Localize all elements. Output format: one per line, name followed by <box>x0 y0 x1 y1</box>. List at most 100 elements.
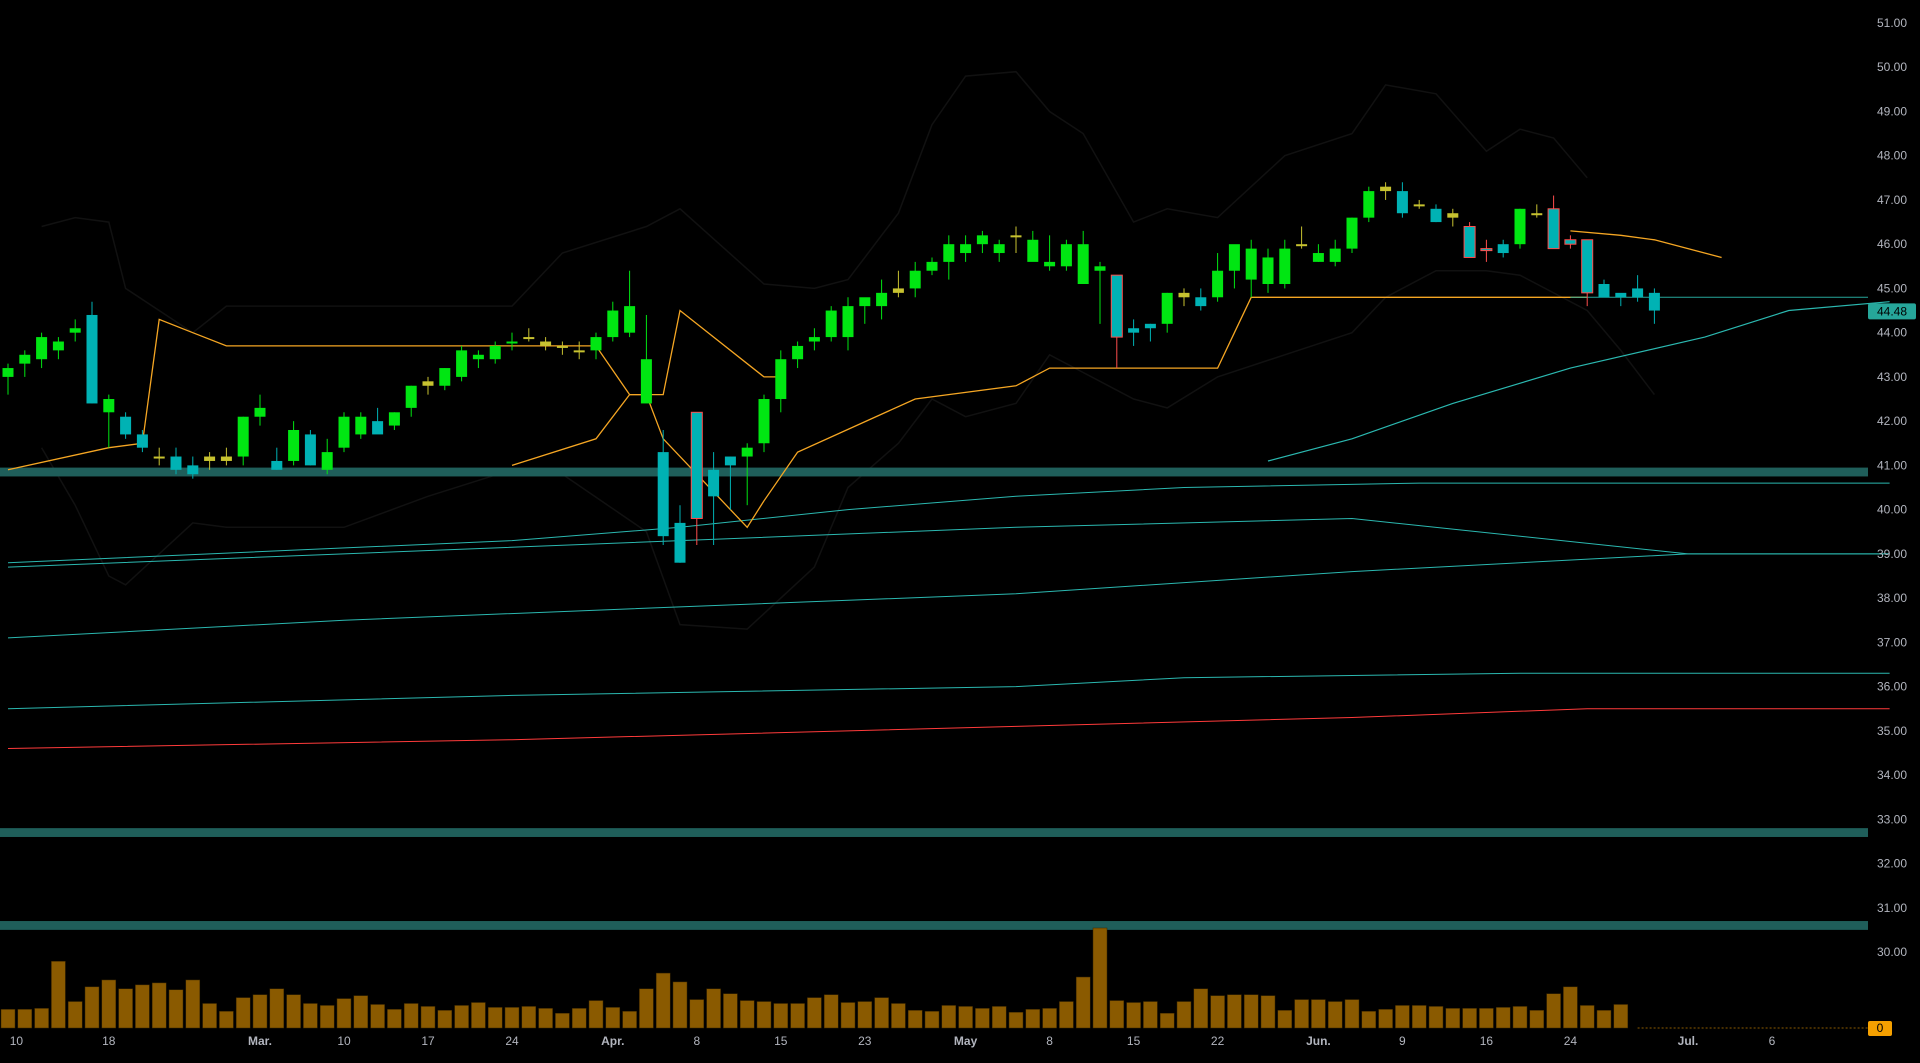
candle[interactable] <box>909 261 921 298</box>
candle[interactable] <box>1598 279 1610 298</box>
candle[interactable] <box>506 332 518 351</box>
candle[interactable] <box>1312 244 1324 262</box>
candle[interactable] <box>456 345 468 382</box>
candle[interactable] <box>1128 319 1140 346</box>
candle[interactable] <box>690 411 703 546</box>
candle[interactable] <box>204 452 216 470</box>
candle[interactable] <box>388 412 400 430</box>
candle[interactable] <box>1581 239 1594 307</box>
candle[interactable] <box>1094 261 1106 324</box>
candle[interactable] <box>976 230 988 254</box>
candle[interactable] <box>607 301 619 342</box>
candle[interactable] <box>187 456 199 479</box>
candle[interactable] <box>355 412 367 439</box>
candle[interactable] <box>523 328 535 342</box>
candle[interactable] <box>321 438 333 475</box>
candle[interactable] <box>439 368 451 391</box>
candle[interactable] <box>943 235 955 280</box>
candle[interactable] <box>1060 239 1072 271</box>
candle[interactable] <box>540 337 552 351</box>
candle[interactable] <box>842 297 854 351</box>
candle[interactable] <box>304 429 316 466</box>
candle[interactable] <box>422 376 434 395</box>
candle[interactable] <box>86 301 98 404</box>
candle[interactable] <box>1195 288 1207 311</box>
candle[interactable] <box>1564 235 1577 249</box>
candle[interactable] <box>1380 182 1392 200</box>
candle[interactable] <box>1430 204 1442 223</box>
candle[interactable] <box>1648 288 1660 324</box>
candle[interactable] <box>960 235 972 262</box>
candle[interactable] <box>220 447 232 466</box>
candle[interactable] <box>2 363 14 395</box>
candle[interactable] <box>1212 253 1224 302</box>
candle[interactable] <box>1346 217 1358 254</box>
candle[interactable] <box>103 394 115 448</box>
candle[interactable] <box>1178 288 1190 307</box>
candle[interactable] <box>271 447 283 470</box>
candle[interactable] <box>892 270 904 298</box>
candle[interactable] <box>1547 195 1560 250</box>
candle[interactable] <box>741 443 753 506</box>
candle[interactable] <box>1296 226 1308 249</box>
candle[interactable] <box>338 412 350 453</box>
candle[interactable] <box>1262 248 1274 293</box>
candle[interactable] <box>1514 208 1526 249</box>
candle[interactable] <box>808 328 820 351</box>
candle[interactable] <box>1110 274 1123 369</box>
candle[interactable] <box>1027 230 1039 262</box>
candle[interactable] <box>1144 323 1156 342</box>
candle[interactable] <box>1480 239 1493 262</box>
candle[interactable] <box>36 332 48 369</box>
candle[interactable] <box>1044 235 1056 271</box>
candle[interactable] <box>1497 239 1509 258</box>
candle[interactable] <box>556 341 568 355</box>
candle[interactable] <box>153 447 165 466</box>
candle[interactable] <box>1279 239 1291 289</box>
candle[interactable] <box>624 270 636 338</box>
candle[interactable] <box>237 416 249 466</box>
candle[interactable] <box>640 314 652 404</box>
candle[interactable] <box>825 306 837 342</box>
candle[interactable] <box>120 412 132 439</box>
candle[interactable] <box>1396 182 1408 218</box>
candle[interactable] <box>1632 275 1644 302</box>
time-axis[interactable]: 10 18 Mar. 10 17 24 Apr. 8 15 23 May 8 15 22 Jun. 9 16 24… <box>10 1034 1776 1048</box>
candle[interactable] <box>1161 292 1173 333</box>
candle[interactable] <box>775 350 787 413</box>
candle[interactable] <box>926 257 938 276</box>
candle[interactable] <box>19 350 31 377</box>
candle[interactable] <box>489 341 501 364</box>
candle[interactable] <box>170 447 182 475</box>
candle[interactable] <box>52 337 64 360</box>
candle[interactable] <box>876 279 888 320</box>
candle[interactable] <box>472 350 484 369</box>
candle[interactable] <box>254 394 266 426</box>
candle[interactable] <box>1245 239 1257 298</box>
candle[interactable] <box>657 429 669 546</box>
candle[interactable] <box>1329 239 1341 267</box>
candle[interactable] <box>1363 186 1375 223</box>
candle[interactable] <box>405 385 417 417</box>
price-axis[interactable]: 30.00 31.00 32.00 33.00 34.00 35.00 36.00 37.00… <box>1877 16 1907 959</box>
candle[interactable] <box>573 341 585 360</box>
candle[interactable] <box>1463 222 1476 258</box>
candle[interactable] <box>1447 208 1459 227</box>
candle[interactable] <box>674 505 686 563</box>
candle[interactable] <box>859 297 871 324</box>
candle[interactable] <box>708 452 720 546</box>
candle[interactable] <box>758 394 770 453</box>
candle[interactable] <box>1615 292 1627 307</box>
candle[interactable] <box>792 341 804 369</box>
candle[interactable] <box>1228 244 1240 289</box>
candle[interactable] <box>1010 226 1022 254</box>
candle[interactable] <box>1077 230 1089 285</box>
candle[interactable] <box>136 429 148 453</box>
candle[interactable] <box>993 239 1005 262</box>
candle[interactable] <box>372 407 384 435</box>
candle[interactable] <box>69 319 81 342</box>
candle[interactable] <box>1413 199 1425 209</box>
candle[interactable] <box>724 456 736 510</box>
candles-layer[interactable] <box>2 182 1660 563</box>
